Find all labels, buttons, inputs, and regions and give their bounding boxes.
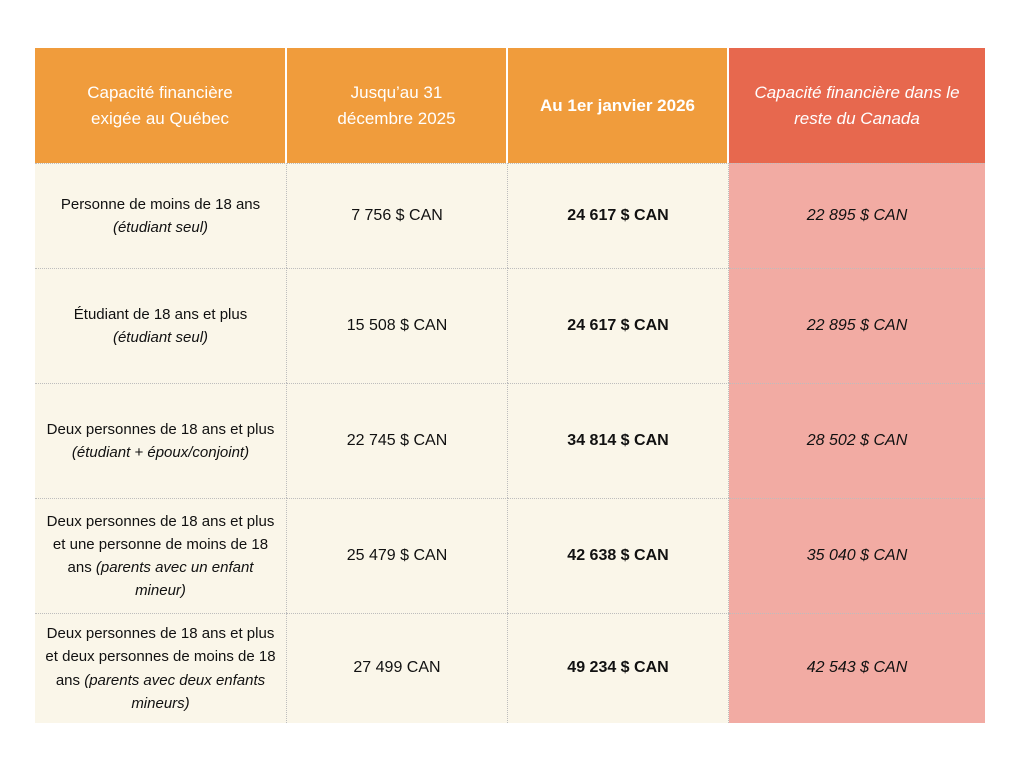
until-2025-cell: 22 745 $ CAN	[287, 383, 508, 498]
category-note: (étudiant seul)	[112, 219, 209, 236]
from-2026-cell: 24 617 $ CAN	[508, 163, 729, 268]
financial-capacity-table: Capacité financière exigée au Québec Jus…	[35, 48, 985, 723]
category-main: Deux personnes de 18 ans et plus	[46, 420, 275, 438]
category-cell: Deux personnes de 18 ans et plus et une …	[35, 498, 287, 613]
category-cell: Deux personnes de 18 ans et plus et deux…	[35, 613, 287, 723]
category-main: Deux personnes de 18 ans et plus et deux…	[45, 625, 276, 689]
rest-canada-cell: 22 895 $ CAN	[729, 163, 985, 268]
category-note: (étudiant + époux/conjoint)	[71, 444, 250, 461]
header-until-dec-2025: Jusqu’au 31 décembre 2025	[287, 48, 508, 163]
until-2025-cell: 25 479 $ CAN	[287, 498, 508, 613]
until-2025-cell: 7 756 $ CAN	[287, 163, 508, 268]
from-2026-cell: 42 638 $ CAN	[508, 498, 729, 613]
rest-canada-cell: 22 895 $ CAN	[729, 268, 985, 383]
from-2026-cell: 24 617 $ CAN	[508, 268, 729, 383]
rest-canada-cell: 42 543 $ CAN	[729, 613, 985, 723]
category-cell: Deux personnes de 18 ans et plus (étudia…	[35, 383, 287, 498]
category-cell: Personne de moins de 18 ans (étudiant se…	[35, 163, 287, 268]
rest-canada-cell: 35 040 $ CAN	[729, 498, 985, 613]
header-rest-of-canada: Capacité financière dans le reste du Can…	[729, 48, 985, 163]
from-2026-cell: 49 234 $ CAN	[508, 613, 729, 723]
category-note: (parents avec deux enfants mineurs)	[84, 671, 266, 712]
category-main: Étudiant de 18 ans et plus	[73, 305, 248, 323]
category-main: Personne de moins de 18 ans	[60, 195, 261, 213]
header-quebec-requirement: Capacité financière exigée au Québec	[35, 48, 287, 163]
category-note: (parents avec un enfant mineur)	[95, 559, 254, 600]
rest-canada-cell: 28 502 $ CAN	[729, 383, 985, 498]
from-2026-cell: 34 814 $ CAN	[508, 383, 729, 498]
until-2025-cell: 15 508 $ CAN	[287, 268, 508, 383]
category-main: Deux personnes de 18 ans et plus et une …	[46, 512, 275, 577]
category-cell: Étudiant de 18 ans et plus (étudiant seu…	[35, 268, 287, 383]
category-note: (étudiant seul)	[112, 329, 209, 346]
header-from-jan-2026: Au 1er janvier 2026	[508, 48, 729, 163]
until-2025-cell: 27 499 CAN	[287, 613, 508, 723]
